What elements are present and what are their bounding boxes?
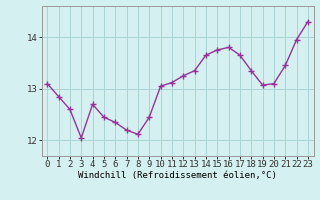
X-axis label: Windchill (Refroidissement éolien,°C): Windchill (Refroidissement éolien,°C) xyxy=(78,171,277,180)
